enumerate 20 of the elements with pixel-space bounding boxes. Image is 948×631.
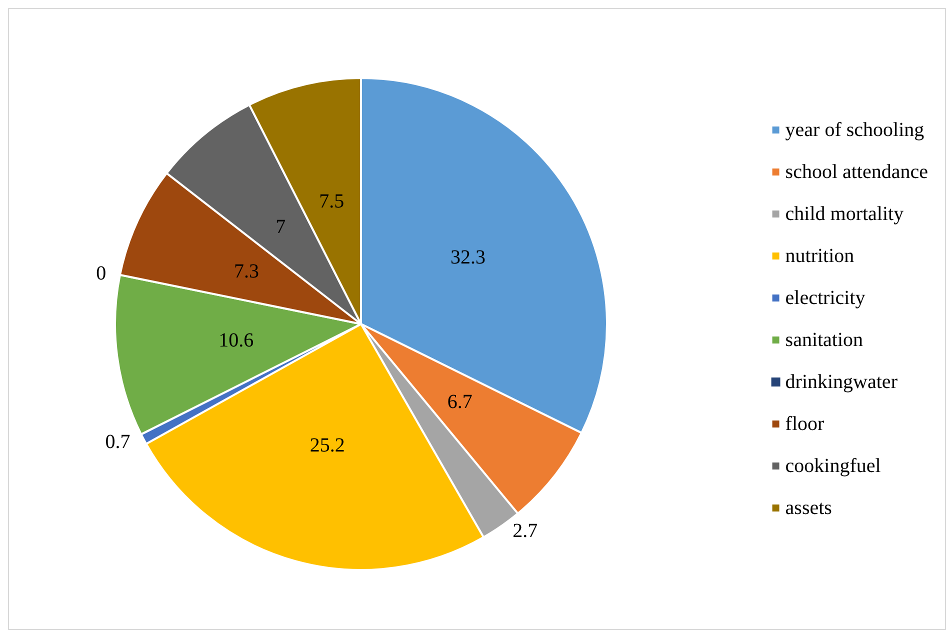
legend-label: floor <box>785 413 824 435</box>
data-label: 6.7 <box>447 391 472 414</box>
data-label: 25.2 <box>310 434 345 456</box>
legend-label: nutrition <box>785 245 854 267</box>
data-label: 10.6 <box>218 330 254 352</box>
data-label: 7 <box>276 216 286 238</box>
legend-label: electricity <box>785 287 866 309</box>
data-label: 0.7 <box>105 430 130 453</box>
legend-label: assets <box>785 497 832 519</box>
legend-label: cookingfuel <box>785 455 882 477</box>
data-label: 7.5 <box>319 190 344 212</box>
legend-label: drinkingwater <box>785 371 898 393</box>
data-label: 2.7 <box>512 520 538 542</box>
legend-label: year of schooling <box>785 119 924 141</box>
data-label: 7.3 <box>234 260 259 282</box>
legend-label: school attendance <box>785 161 928 183</box>
text: 0 <box>96 262 106 285</box>
legend-label: sanitation <box>785 329 864 351</box>
legend-label: child mortality <box>785 203 904 225</box>
data-label: 32.3 <box>450 246 486 268</box>
